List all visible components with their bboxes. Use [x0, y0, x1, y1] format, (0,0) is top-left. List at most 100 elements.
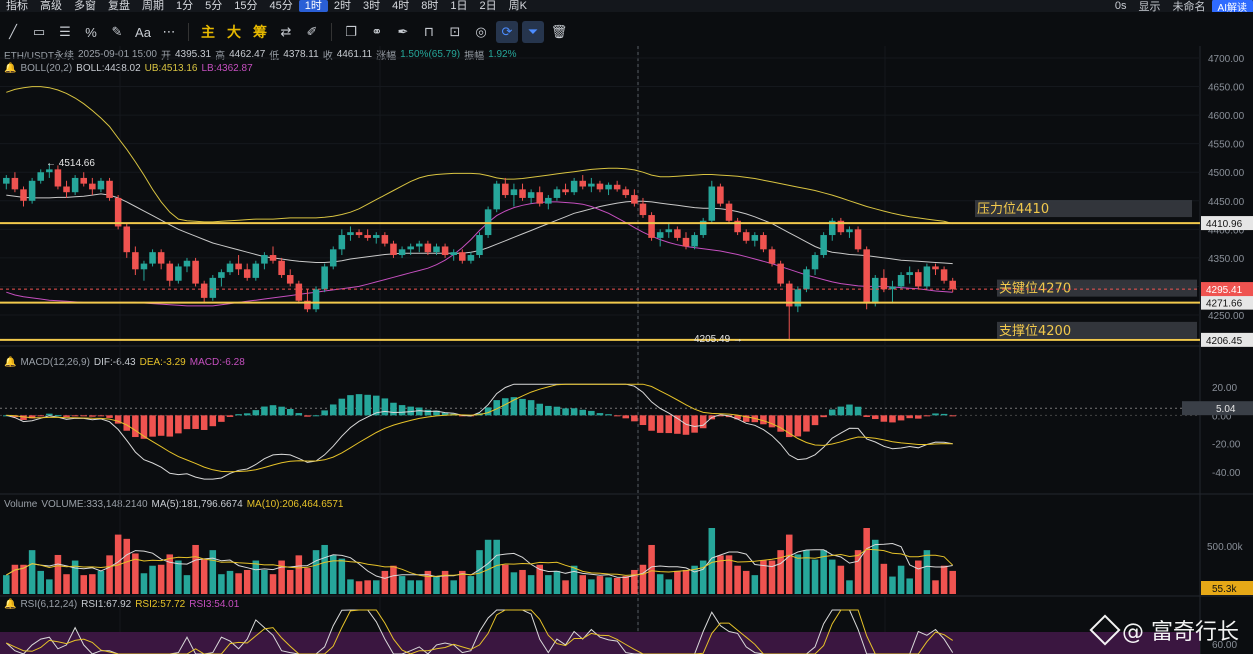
topbar-item[interactable]: 45分	[269, 0, 293, 12]
volume-bar	[484, 539, 492, 594]
candle-body	[880, 277, 888, 290]
macd-bar	[37, 415, 44, 417]
magnet-icon[interactable]: ⊓	[423, 24, 435, 39]
low-value: 4378.11	[283, 49, 319, 60]
rsi-legend[interactable]: 🔔 RSI(6,12,24) RSI1:67.92 RSI2:57.72 RSI…	[4, 599, 239, 610]
price-legend: ETH/USDT永续 2025-09-01 15:00 开 4395.31 高 44…	[4, 47, 517, 62]
eye-icon[interactable]: ◎	[475, 24, 487, 39]
copy-icon[interactable]: ❐	[345, 24, 357, 39]
candle-body	[665, 229, 673, 233]
volume-bar	[854, 550, 862, 594]
bell-icon[interactable]: 🔔	[4, 63, 17, 74]
topbar-item[interactable]: 高级	[40, 0, 62, 12]
candle-body	[932, 266, 939, 270]
volume-bar	[261, 569, 268, 594]
volume-tag-box	[1201, 581, 1253, 595]
candle-body	[424, 243, 432, 253]
volume-bar	[28, 550, 36, 594]
boll-legend[interactable]: 🔔 BOLL(20,2) BOLL:4438.02 UB:4513.16 LB:…	[4, 63, 253, 74]
topbar-item[interactable]: 15分	[234, 0, 258, 12]
measure-tool-icon[interactable]: %	[85, 24, 97, 40]
volume-bar	[3, 575, 10, 594]
macd-bar	[372, 395, 380, 416]
candle-body	[347, 232, 354, 236]
candle-body	[777, 263, 784, 284]
volume-bar	[157, 564, 165, 594]
volume-ma10-line	[6, 548, 954, 578]
countdown-label[interactable]: 0s	[1114, 0, 1127, 12]
filter-icon[interactable]: ⏷	[522, 21, 544, 43]
volume-bar	[915, 560, 922, 594]
topbar-item[interactable]: 1时	[298, 0, 328, 12]
volume-bar	[312, 550, 320, 594]
volume-name: Volume	[4, 499, 38, 510]
macd-bar	[889, 415, 896, 423]
topbar-item[interactable]: 2时	[333, 0, 351, 12]
volume-bar	[717, 555, 724, 594]
volume-bar	[97, 570, 105, 594]
candle-body	[11, 177, 19, 190]
volume-bar	[46, 579, 53, 594]
link-icon[interactable]: ⚭	[371, 24, 383, 39]
topbar-item[interactable]: 周期	[142, 0, 164, 12]
fib-tool-icon[interactable]: ☰	[59, 24, 71, 39]
macd-bar	[398, 405, 406, 416]
macd-bar	[553, 406, 561, 416]
compare-icon[interactable]: ⇄	[280, 24, 292, 39]
rsi-name: RSI(6,12,24)	[20, 599, 78, 610]
line-tool-icon[interactable]: ╱	[9, 24, 17, 39]
rsi2-value: RSI2:57.72	[135, 599, 186, 610]
volume-bar	[476, 550, 483, 594]
pen-icon[interactable]: ✒	[397, 24, 409, 39]
trash-icon[interactable]: 🗑	[550, 24, 568, 39]
candle-body	[97, 180, 105, 190]
candle-body	[570, 180, 578, 193]
sync-icon[interactable]: ⟳	[496, 21, 518, 43]
display-button[interactable]: 显示	[1138, 1, 1161, 12]
topbar-item[interactable]: 周K	[508, 0, 527, 12]
macd-bar	[424, 409, 432, 416]
macd-bar	[691, 415, 698, 433]
macd-bar	[312, 415, 320, 417]
topbar-item[interactable]: 复盘	[108, 0, 130, 12]
topbar-item[interactable]: 1日	[450, 0, 468, 12]
lock-icon[interactable]: ⊡	[449, 24, 461, 39]
candle-body	[837, 220, 845, 233]
rectangle-tool-icon[interactable]: ▭	[32, 24, 46, 39]
macd-bar	[760, 415, 767, 425]
topbar-item[interactable]: 指标	[6, 0, 28, 12]
macd-legend[interactable]: 🔔 MACD(12,26,9) DIF:-6.43 DEA:-3.29 MACD…	[4, 357, 245, 368]
ai-button[interactable]: AI解读	[1211, 0, 1253, 12]
chips-button[interactable]: 筹	[253, 24, 267, 40]
bell-icon[interactable]: 🔔	[4, 599, 17, 610]
account-button[interactable]: 未命名	[1172, 1, 1206, 12]
bell-icon[interactable]: 🔔	[4, 357, 17, 368]
topbar-item[interactable]: 8时	[421, 0, 439, 12]
topbar-item[interactable]: 1分	[176, 0, 194, 12]
text-tool-button[interactable]: Aa	[135, 24, 151, 40]
main-indicator-button[interactable]: 主	[201, 24, 215, 40]
volume-bar	[347, 579, 354, 594]
candle-body	[243, 269, 251, 278]
volume-bar	[459, 570, 466, 594]
topbar-item[interactable]: 5分	[205, 0, 223, 12]
macd-bar	[235, 414, 242, 416]
topbar-item[interactable]: 4时	[392, 0, 410, 12]
macd-bar	[605, 414, 612, 416]
amp-label: 振幅	[464, 51, 485, 62]
brush-tool-icon[interactable]: ✎	[111, 24, 123, 39]
candle-body	[588, 183, 595, 187]
more-tools-icon[interactable]: ⋯	[162, 24, 176, 39]
volume-bar	[545, 575, 552, 594]
volume-bar	[639, 564, 647, 594]
topbar-item[interactable]: 3时	[363, 0, 381, 12]
volume-bar	[433, 576, 440, 594]
macd-bar	[441, 412, 449, 416]
volume-bar	[889, 576, 896, 594]
volume-bar	[149, 565, 156, 594]
big-order-button[interactable]: 大	[227, 24, 241, 40]
topbar-item[interactable]: 多窗	[74, 0, 96, 12]
draw-icon[interactable]: ✐	[306, 24, 318, 39]
topbar-item[interactable]: 2日	[479, 0, 497, 12]
